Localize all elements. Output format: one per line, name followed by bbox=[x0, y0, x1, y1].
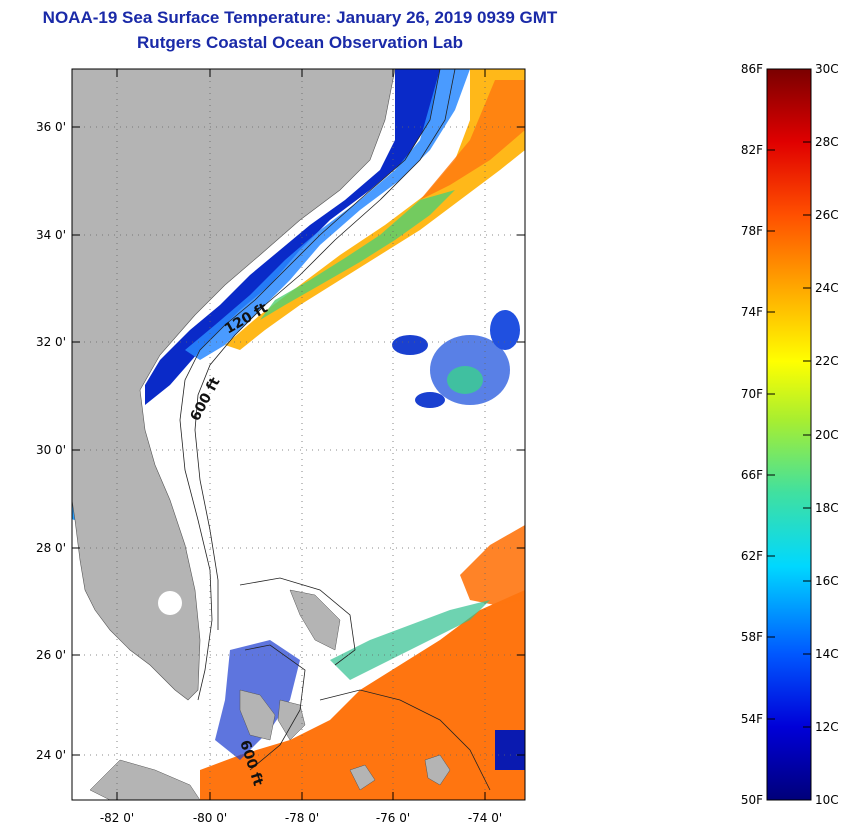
map-tick-marks bbox=[72, 69, 525, 800]
colorbar-c-ticks bbox=[803, 68, 811, 801]
c-label-20: 20C bbox=[815, 428, 839, 442]
lat-label-32: 32 0' bbox=[36, 335, 66, 349]
colorbar-f-labels: 86F 82F 78F 74F 70F 66F 62F 58F 54F 50F bbox=[741, 62, 763, 807]
lake-okeechobee bbox=[158, 591, 182, 615]
map-content: 120 ft 600 ft 600 ft bbox=[72, 69, 525, 800]
offshore-patches bbox=[72, 310, 520, 520]
c-label-12: 12C bbox=[815, 720, 839, 734]
gulf-stream-core bbox=[420, 80, 525, 200]
southern-warm-water bbox=[200, 590, 525, 800]
lat-label-34: 34 0' bbox=[36, 228, 66, 242]
longitude-labels: -82 0' -80 0' -78 0' -76 0' -74 0' bbox=[100, 811, 502, 825]
lat-label-36: 36 0' bbox=[36, 120, 66, 134]
c-label-26: 26C bbox=[815, 208, 839, 222]
colorbar-f-ticks bbox=[767, 68, 775, 801]
f-label-54: 54F bbox=[741, 712, 763, 726]
southern-mixed-edge bbox=[330, 600, 490, 680]
cool-shelf-water bbox=[185, 69, 470, 360]
lon-label-78: -78 0' bbox=[285, 811, 319, 825]
f-label-82: 82F bbox=[741, 143, 763, 157]
lat-label-30: 30 0' bbox=[36, 443, 66, 457]
island-group bbox=[89, 589, 451, 800]
c-label-24: 24C bbox=[815, 281, 839, 295]
c-label-18: 18C bbox=[815, 501, 839, 515]
f-label-66: 66F bbox=[741, 468, 763, 482]
map-title: NOAA-19 Sea Surface Temperature: January… bbox=[42, 8, 558, 27]
southern-warm-patch-north bbox=[460, 525, 525, 605]
c-label-22: 22C bbox=[815, 354, 839, 368]
colorbar-c-labels: 30C 28C 26C 24C 22C 20C 18C 16C 14C 12C … bbox=[815, 62, 839, 807]
land-mass bbox=[72, 69, 396, 701]
transition-band bbox=[260, 190, 455, 320]
f-label-78: 78F bbox=[741, 224, 763, 238]
f-label-58: 58F bbox=[741, 630, 763, 644]
lat-label-26: 26 0' bbox=[36, 648, 66, 662]
cold-coastal-water bbox=[145, 69, 440, 405]
lon-label-74: -74 0' bbox=[468, 811, 502, 825]
f-label-86: 86F bbox=[741, 62, 763, 76]
cold-patch-east bbox=[495, 730, 525, 770]
depth-contours bbox=[179, 69, 491, 791]
lon-label-82: -82 0' bbox=[100, 811, 134, 825]
latitude-labels: 36 0' 34 0' 32 0' 30 0' 28 0' 26 0' 24 0… bbox=[36, 120, 66, 762]
lon-label-80: -80 0' bbox=[193, 811, 227, 825]
lon-label-76: -76 0' bbox=[376, 811, 410, 825]
f-label-62: 62F bbox=[741, 549, 763, 563]
f-label-70: 70F bbox=[741, 387, 763, 401]
c-label-14: 14C bbox=[815, 647, 839, 661]
c-label-16: 16C bbox=[815, 574, 839, 588]
map-frame bbox=[71, 68, 526, 801]
map-subtitle: Rutgers Coastal Ocean Observation Lab bbox=[137, 33, 463, 52]
c-label-30: 30C bbox=[815, 62, 839, 76]
c-label-28: 28C bbox=[815, 135, 839, 149]
lat-label-28: 28 0' bbox=[36, 541, 66, 555]
f-label-74: 74F bbox=[741, 305, 763, 319]
lat-label-24: 24 0' bbox=[36, 748, 66, 762]
f-label-50: 50F bbox=[741, 793, 763, 807]
c-label-10: 10C bbox=[815, 793, 839, 807]
